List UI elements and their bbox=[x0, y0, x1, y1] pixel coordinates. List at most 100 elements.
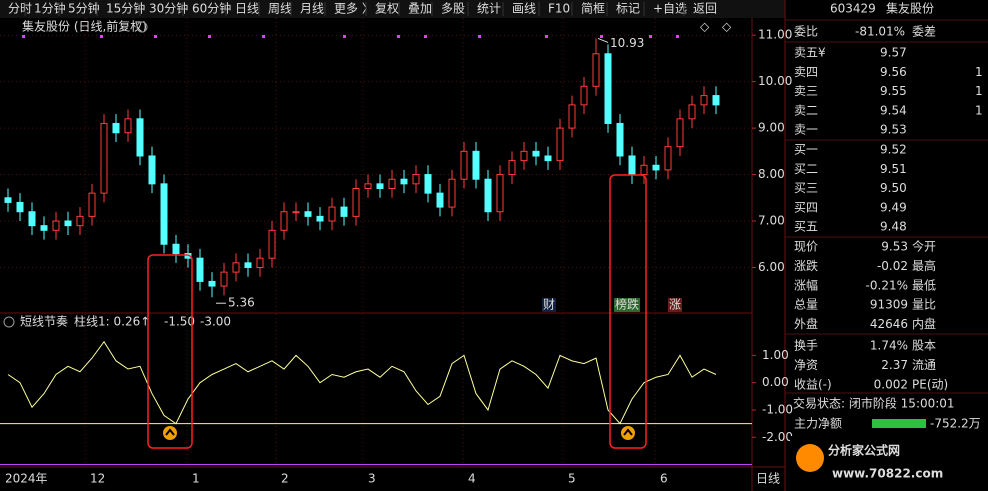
toolbar-button[interactable]: F10 bbox=[548, 2, 570, 16]
quote-cell: 9.51 bbox=[880, 162, 907, 176]
trade-status: 交易状态: 闭市阶段 15:00:01 bbox=[793, 396, 955, 411]
quote-cell: 9.52 bbox=[880, 143, 907, 157]
quote-cell: 换手 bbox=[794, 339, 818, 353]
toolbar-button[interactable]: 标记 bbox=[616, 2, 640, 16]
time-label: 2 bbox=[281, 472, 289, 486]
high-annotation: 10.93 bbox=[610, 36, 644, 50]
event-badge-label: 榜跌 bbox=[615, 297, 639, 312]
quote-cell: 9.54 bbox=[880, 103, 907, 117]
y-tick-label: 7.00 bbox=[758, 214, 785, 228]
toolbar-button[interactable]: 叠加 bbox=[408, 2, 432, 16]
candle-body bbox=[460, 150, 468, 180]
signal-box bbox=[609, 174, 647, 449]
toolbar-button[interactable]: 更多 〉 bbox=[334, 2, 374, 16]
event-dot bbox=[676, 35, 679, 38]
candle-body bbox=[352, 187, 360, 217]
indicator-name: 短线节奏 bbox=[20, 315, 68, 329]
quote-cell: 总量 bbox=[794, 298, 818, 312]
quote-cell: 1.74% bbox=[870, 339, 908, 353]
quote-cell: 9.48 bbox=[880, 220, 907, 234]
candle-body bbox=[256, 257, 264, 268]
toolbar-button[interactable]: 简框 bbox=[581, 2, 605, 16]
quote-cell: 买二 bbox=[794, 162, 818, 176]
quote-cell: PE(动) bbox=[912, 377, 948, 391]
toolbar-button[interactable]: 复权 bbox=[375, 2, 399, 16]
y-tick-label: 1.00 bbox=[762, 348, 789, 362]
event-badge-label: 涨 bbox=[669, 297, 681, 312]
event-dot bbox=[154, 35, 157, 38]
quote-cell: 股本 bbox=[912, 339, 936, 353]
quote-cell: 9.49 bbox=[880, 200, 907, 214]
quote-cell: 0.002 bbox=[874, 377, 908, 391]
toolbar-button[interactable]: 30分钟 bbox=[149, 1, 188, 16]
diamond-icon[interactable]: ◇ bbox=[700, 20, 710, 34]
level-label: -1.50 bbox=[164, 315, 195, 329]
candle-body bbox=[616, 122, 624, 157]
candle-body bbox=[472, 150, 480, 180]
candle-body bbox=[568, 104, 576, 129]
level-label: -3.00 bbox=[200, 315, 231, 329]
candle-body bbox=[64, 220, 72, 227]
candle-body bbox=[484, 178, 492, 213]
diamond-icon[interactable]: ◇ bbox=[722, 20, 732, 34]
title-dropdown[interactable] bbox=[136, 21, 148, 33]
time-label: 2024年 bbox=[5, 472, 48, 486]
candle-body bbox=[676, 118, 684, 148]
quote-cell: 最低 bbox=[912, 278, 936, 292]
quote-cell: 9.56 bbox=[880, 65, 907, 79]
quote-cell: -81.01% bbox=[855, 25, 905, 39]
candle-body bbox=[508, 160, 516, 176]
candle-body bbox=[172, 243, 180, 255]
y-tick-label: 8.00 bbox=[758, 167, 785, 181]
toolbar-button[interactable]: 多股 bbox=[441, 2, 465, 16]
candle-body bbox=[604, 53, 612, 124]
quote-cell: 买一 bbox=[794, 143, 818, 157]
quote-cell: 涨幅 bbox=[794, 277, 818, 292]
toolbar-button[interactable]: 日线 bbox=[235, 2, 259, 16]
toolbar-button[interactable]: 5分钟 bbox=[68, 1, 100, 16]
event-badge[interactable] bbox=[668, 298, 682, 312]
candle-body bbox=[100, 122, 108, 194]
indicator-dropdown[interactable] bbox=[3, 316, 15, 328]
quote-cell: -0.02 bbox=[877, 259, 908, 273]
candle-body bbox=[496, 174, 504, 213]
toolbar-button[interactable]: 15分钟 bbox=[106, 1, 145, 16]
indicator-bar-label: 柱线1: 0.26↑ bbox=[74, 314, 150, 329]
candle-body bbox=[592, 53, 600, 87]
toolbar-button[interactable]: 统计 bbox=[477, 2, 501, 16]
candle-body bbox=[436, 192, 444, 208]
toolbar-button[interactable]: 60分钟 bbox=[192, 1, 231, 16]
toolbar-button[interactable]: 画线 bbox=[512, 2, 536, 16]
signal-chevron bbox=[623, 428, 633, 436]
event-dot bbox=[343, 35, 346, 38]
quote-cell: 委差 bbox=[912, 25, 936, 39]
y-tick-label: 6.00 bbox=[758, 260, 785, 274]
high-arrow bbox=[597, 37, 609, 43]
candle-body bbox=[376, 183, 384, 189]
toolbar-button[interactable]: 周线 bbox=[268, 2, 292, 16]
time-label: 6 bbox=[660, 472, 668, 486]
toolbar-button[interactable]: +自选 bbox=[653, 2, 687, 16]
toolbar-button[interactable]: 分时 bbox=[8, 2, 32, 16]
time-label: 1 bbox=[192, 472, 200, 486]
toolbar-button[interactable]: 月线 bbox=[300, 2, 324, 16]
event-dot bbox=[649, 35, 652, 38]
stock-code: 603429 bbox=[830, 2, 876, 16]
event-dot bbox=[100, 35, 103, 38]
candle-body bbox=[40, 225, 48, 231]
candle-body bbox=[628, 155, 636, 176]
toolbar-button[interactable]: 1分钟 bbox=[34, 1, 66, 16]
event-badge[interactable] bbox=[614, 298, 640, 312]
event-badge[interactable] bbox=[542, 298, 556, 312]
candle-body bbox=[544, 155, 552, 162]
candle-body bbox=[556, 127, 564, 162]
flow-bar bbox=[872, 419, 926, 428]
toolbar-button[interactable]: 返回 bbox=[693, 2, 717, 16]
event-dot bbox=[208, 35, 211, 38]
quote-cell: 外盘 bbox=[794, 316, 818, 331]
quote-cell: 净资 bbox=[794, 358, 818, 372]
y-tick-label: 9.00 bbox=[758, 121, 785, 135]
quote-cell: 卖四 bbox=[794, 65, 818, 79]
event-dot bbox=[424, 35, 427, 38]
candle-body bbox=[328, 206, 336, 222]
